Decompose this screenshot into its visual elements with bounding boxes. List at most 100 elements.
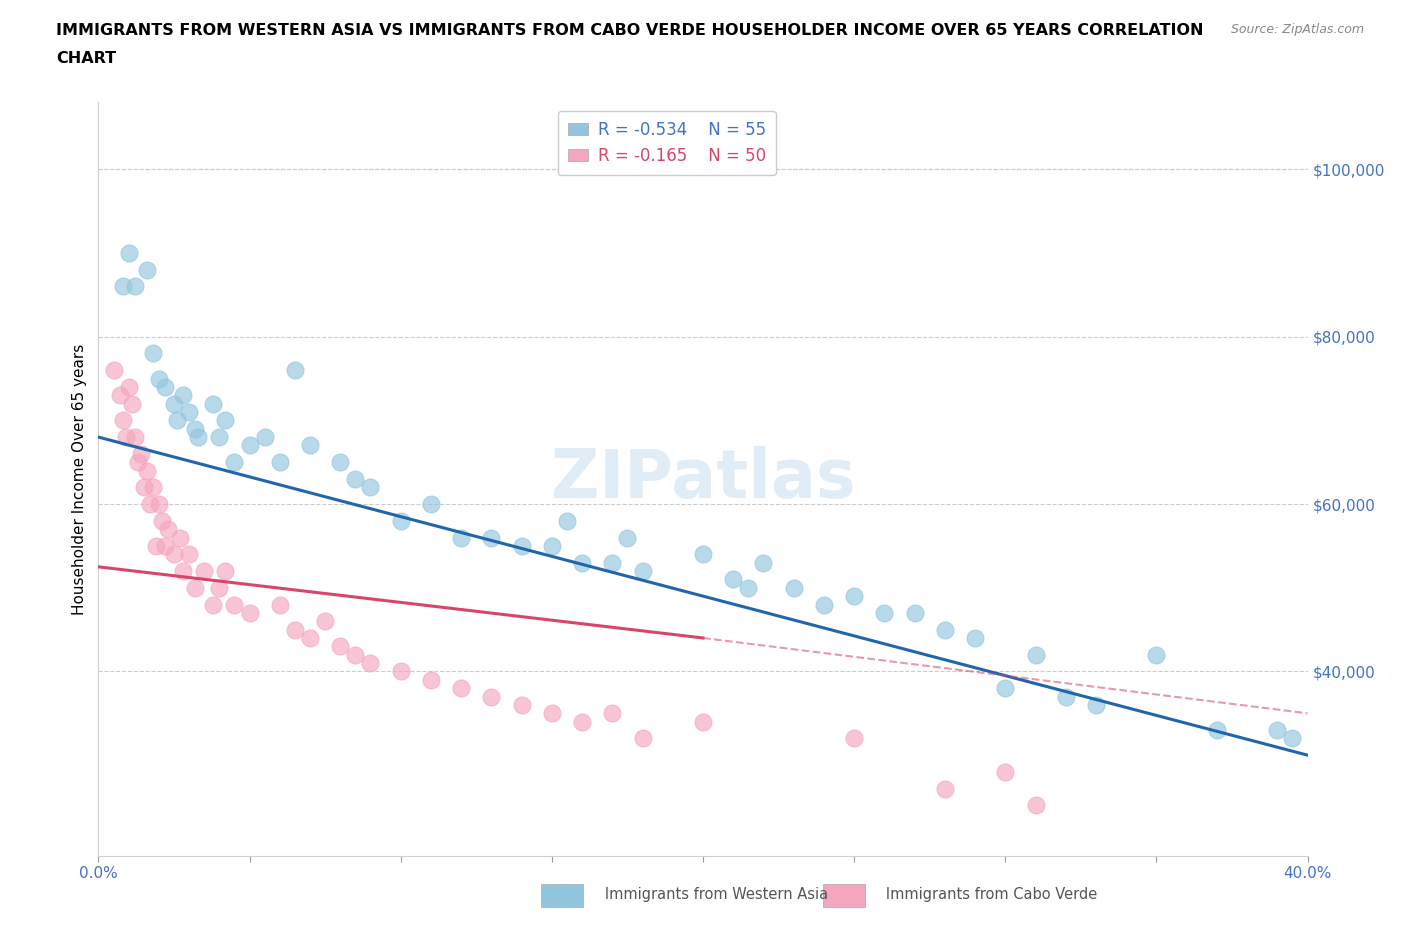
Point (329, 639, 352, 654)
Point (172, 564, 194, 578)
Point (202, 396, 225, 411)
Text: Immigrants from Cabo Verde: Immigrants from Cabo Verde (872, 887, 1097, 902)
Point (239, 438, 262, 453)
Point (1267, 723, 1289, 737)
Text: ZIPatlas: ZIPatlas (551, 446, 855, 512)
Point (184, 580, 207, 595)
Point (1085, 698, 1108, 712)
Point (934, 622, 956, 637)
Point (118, 379, 141, 394)
Point (420, 497, 443, 512)
Point (214, 564, 236, 578)
Point (1206, 723, 1229, 737)
FancyBboxPatch shape (823, 884, 865, 907)
Point (571, 555, 593, 570)
Point (172, 388, 194, 403)
Point (156, 522, 179, 537)
Point (329, 455, 352, 470)
Point (299, 438, 322, 453)
Point (153, 538, 176, 553)
Point (692, 547, 714, 562)
Point (994, 681, 1017, 696)
FancyBboxPatch shape (541, 884, 583, 907)
Point (1144, 647, 1167, 662)
Point (193, 564, 215, 578)
Point (129, 446, 152, 461)
Point (692, 714, 714, 729)
Point (420, 672, 443, 687)
Point (214, 413, 236, 428)
Point (202, 597, 225, 612)
Point (145, 538, 167, 553)
Point (873, 605, 896, 620)
Point (169, 530, 191, 545)
Point (389, 664, 412, 679)
Point (510, 538, 533, 553)
Point (540, 538, 562, 553)
Legend: R = -0.534    N = 55, R = -0.165    N = 50: R = -0.534 N = 55, R = -0.165 N = 50 (558, 111, 776, 175)
Point (481, 689, 503, 704)
Point (269, 455, 291, 470)
Point (344, 472, 367, 486)
Point (148, 371, 170, 386)
Point (934, 781, 956, 796)
Point (208, 580, 231, 595)
Point (540, 706, 562, 721)
Point (124, 279, 146, 294)
Point (111, 413, 134, 428)
Text: Source: ZipAtlas.com: Source: ZipAtlas.com (1230, 23, 1364, 36)
Point (994, 764, 1017, 779)
Point (1024, 798, 1046, 813)
Point (904, 605, 927, 620)
Point (510, 698, 533, 712)
Point (1281, 731, 1303, 746)
Point (389, 513, 412, 528)
Point (783, 580, 806, 595)
Point (114, 430, 136, 445)
Point (481, 530, 503, 545)
Point (150, 513, 173, 528)
Point (299, 631, 322, 645)
Point (344, 647, 367, 662)
Point (813, 597, 835, 612)
Point (269, 597, 291, 612)
Point (148, 497, 170, 512)
Point (314, 614, 336, 629)
Point (284, 622, 307, 637)
Point (450, 530, 472, 545)
Point (124, 430, 146, 445)
Point (737, 580, 759, 595)
Point (616, 530, 638, 545)
Point (208, 430, 231, 445)
Point (111, 279, 134, 294)
Point (179, 547, 201, 562)
Point (284, 363, 307, 378)
Point (187, 430, 209, 445)
Point (965, 631, 987, 645)
Point (135, 262, 157, 277)
Point (571, 714, 593, 729)
Point (631, 731, 654, 746)
Point (844, 731, 866, 746)
Point (108, 388, 131, 403)
Text: CHART: CHART (56, 51, 117, 66)
Point (360, 656, 382, 671)
Point (103, 363, 125, 378)
Point (139, 497, 162, 512)
Text: IMMIGRANTS FROM WESTERN ASIA VS IMMIGRANTS FROM CABO VERDE HOUSEHOLDER INCOME OV: IMMIGRANTS FROM WESTERN ASIA VS IMMIGRAN… (56, 23, 1204, 38)
Point (224, 455, 246, 470)
Point (163, 547, 186, 562)
Point (555, 513, 578, 528)
Text: Immigrants from Western Asia: Immigrants from Western Asia (591, 887, 828, 902)
Point (844, 589, 866, 604)
Y-axis label: Householder Income Over 65 years: Householder Income Over 65 years (72, 343, 87, 615)
Point (360, 480, 382, 495)
Point (1024, 647, 1046, 662)
Point (153, 379, 176, 394)
Point (179, 405, 201, 419)
Point (752, 555, 775, 570)
Point (132, 480, 155, 495)
Point (163, 396, 186, 411)
Point (602, 706, 624, 721)
Point (166, 413, 188, 428)
